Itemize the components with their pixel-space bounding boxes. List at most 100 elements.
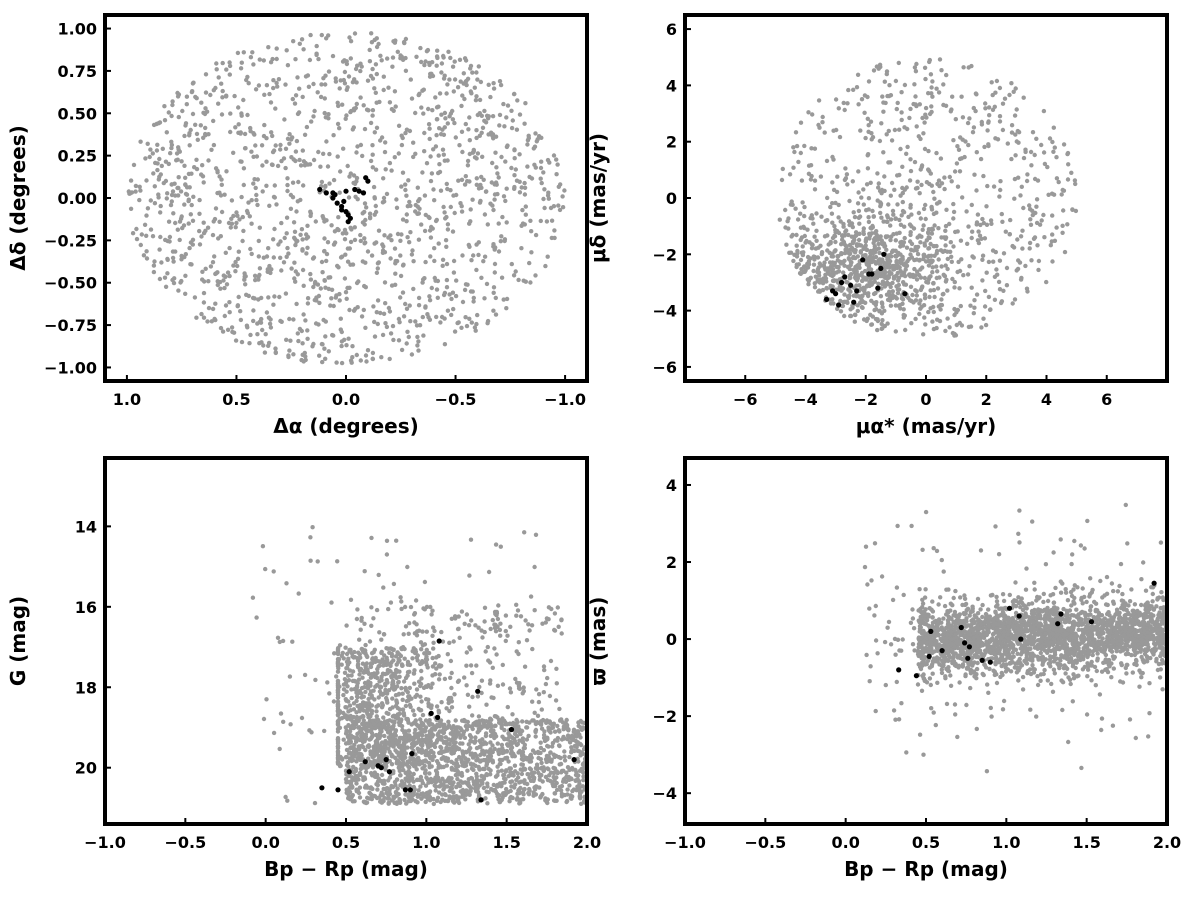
background-point [335, 669, 341, 674]
background-point [890, 289, 895, 294]
background-point [891, 248, 896, 253]
background-point [971, 255, 976, 260]
background-point [413, 202, 418, 208]
background-point [912, 266, 917, 272]
background-point [368, 689, 374, 694]
background-point [882, 323, 887, 329]
background-point [896, 60, 901, 66]
background-point [846, 232, 851, 238]
background-point [459, 204, 464, 209]
background-point [392, 89, 398, 94]
background-point [429, 285, 434, 291]
background-point [947, 325, 952, 330]
background-point [898, 269, 903, 274]
background-point [408, 230, 413, 235]
background-point [234, 220, 239, 226]
background-point [822, 130, 827, 135]
background-point [462, 182, 468, 187]
background-point [398, 595, 403, 600]
background-point [222, 285, 227, 291]
background-point [315, 559, 320, 564]
background-point [325, 164, 331, 169]
background-point [493, 629, 499, 634]
background-point [952, 312, 957, 318]
background-point [793, 130, 799, 135]
background-point [187, 133, 192, 138]
background-point [375, 321, 380, 327]
background-point [878, 202, 883, 208]
background-point [523, 101, 528, 106]
background-point [885, 213, 890, 218]
background-point [270, 133, 275, 139]
background-point [893, 303, 898, 308]
background-point [974, 188, 979, 193]
background-point [470, 70, 475, 75]
background-point [322, 110, 327, 116]
background-point [423, 305, 428, 310]
background-point [163, 284, 169, 289]
background-point [128, 206, 134, 211]
background-point [912, 65, 918, 70]
background-point [449, 705, 455, 710]
background-point [532, 144, 538, 149]
background-point [884, 219, 889, 224]
x-tick-label: −2 [853, 390, 878, 409]
background-point [1036, 258, 1042, 264]
background-point [392, 155, 397, 160]
background-point [480, 635, 485, 640]
background-point [333, 79, 339, 84]
background-point [991, 259, 996, 264]
background-point [1009, 123, 1015, 128]
background-point [529, 623, 535, 628]
background-point [463, 315, 468, 320]
background-point [469, 91, 474, 96]
background-point [549, 606, 554, 612]
background-point [401, 39, 407, 45]
background-point [143, 156, 148, 161]
background-point [430, 60, 435, 65]
background-point [997, 194, 1002, 199]
background-point [233, 259, 238, 265]
background-point [352, 31, 358, 36]
background-point [249, 149, 254, 154]
background-point [200, 163, 205, 168]
background-point [1059, 192, 1064, 197]
background-point [830, 220, 835, 225]
background-point [368, 158, 374, 164]
background-point [427, 62, 432, 68]
background-point [824, 256, 829, 261]
background-point [374, 100, 379, 105]
background-point [1024, 178, 1030, 184]
background-point [858, 128, 863, 133]
background-point [838, 309, 844, 314]
background-point [416, 295, 422, 301]
background-point [833, 97, 839, 102]
background-point [373, 62, 379, 67]
background-point [346, 709, 351, 714]
background-point [989, 80, 994, 85]
background-point [341, 656, 346, 661]
background-point [147, 154, 152, 160]
y-tick-label: 0.25 [58, 147, 97, 166]
background-point [304, 124, 310, 130]
background-point [428, 178, 434, 184]
background-point [156, 192, 161, 197]
background-point [275, 163, 281, 169]
background-point [241, 50, 246, 55]
background-point [909, 298, 914, 304]
background-point [220, 60, 225, 66]
background-point [165, 257, 170, 262]
background-point [498, 239, 503, 244]
background-point [557, 207, 563, 213]
background-point [283, 82, 288, 87]
background-point [308, 558, 313, 563]
background-point [200, 277, 205, 282]
background-point [513, 269, 518, 274]
background-point [957, 169, 963, 174]
background-point [486, 114, 491, 119]
background-point [929, 109, 934, 115]
background-point [451, 790, 456, 795]
background-point [434, 217, 439, 223]
background-point [811, 221, 816, 226]
background-point [459, 609, 465, 614]
